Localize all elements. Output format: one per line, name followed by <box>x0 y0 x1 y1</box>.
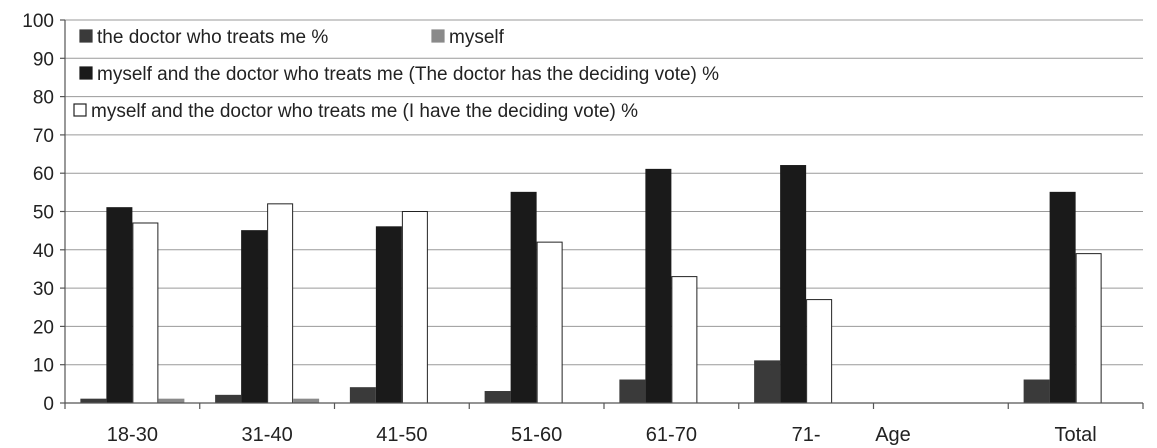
bar <box>267 203 294 404</box>
legend-label: myself and the doctor who treats me (I h… <box>91 101 638 122</box>
y-tick-label: 100 <box>22 11 54 32</box>
bar <box>401 211 428 404</box>
bar <box>484 391 511 404</box>
y-tick-label: 90 <box>33 49 54 70</box>
x-axis-label: Age <box>875 424 911 446</box>
x-axis <box>64 20 1144 409</box>
bar <box>1049 191 1076 404</box>
bar <box>1075 253 1102 404</box>
bar <box>645 168 672 404</box>
x-tick-label: 51-60 <box>511 424 562 446</box>
y-tick-label: 30 <box>33 279 54 300</box>
bars <box>80 165 1102 404</box>
bar <box>619 379 646 404</box>
y-tick-label: 60 <box>33 164 54 185</box>
legend-swatch <box>431 29 445 43</box>
bar <box>671 276 698 404</box>
legend-label: the doctor who treats me % <box>97 27 328 48</box>
x-tick-label: Total <box>1055 424 1097 446</box>
legend-swatch <box>79 66 93 80</box>
y-tick-label: 0 <box>43 394 54 415</box>
bar <box>375 226 402 404</box>
bar <box>754 360 781 404</box>
bar <box>536 241 563 404</box>
legend: the doctor who treats me % myself myself a… <box>73 27 719 122</box>
bar <box>215 394 242 404</box>
legend-swatch <box>79 29 93 43</box>
y-tick-label: 20 <box>33 317 54 338</box>
legend-label: myself and the doctor who treats me (The… <box>97 64 719 85</box>
bar <box>780 165 807 404</box>
bar <box>132 222 159 404</box>
x-tick-label: 61-70 <box>646 424 697 446</box>
bar <box>241 230 268 404</box>
y-tick-label: 50 <box>33 203 54 224</box>
x-tick-label: 18-30 <box>107 424 158 446</box>
bar <box>1023 379 1050 404</box>
x-tick-label: 31-40 <box>242 424 293 446</box>
legend-swatch <box>73 103 87 117</box>
y-tick-label: 80 <box>33 88 54 109</box>
bar <box>806 299 833 404</box>
legend-label: myself <box>449 27 505 48</box>
y-tick-label: 10 <box>33 356 54 377</box>
bar <box>510 191 537 404</box>
x-tick-label: 71- <box>792 424 821 446</box>
y-axis-ticks: 0 10 20 30 40 50 60 70 80 90 100 <box>22 11 65 415</box>
bar <box>106 207 133 404</box>
y-tick-label: 70 <box>33 126 54 147</box>
bar <box>349 387 376 404</box>
y-tick-label: 40 <box>33 241 54 262</box>
x-tick-label: 41-50 <box>376 424 427 446</box>
x-axis-ticks: 18-30 31-40 41-50 51-60 61-70 71- Total <box>107 424 1097 446</box>
